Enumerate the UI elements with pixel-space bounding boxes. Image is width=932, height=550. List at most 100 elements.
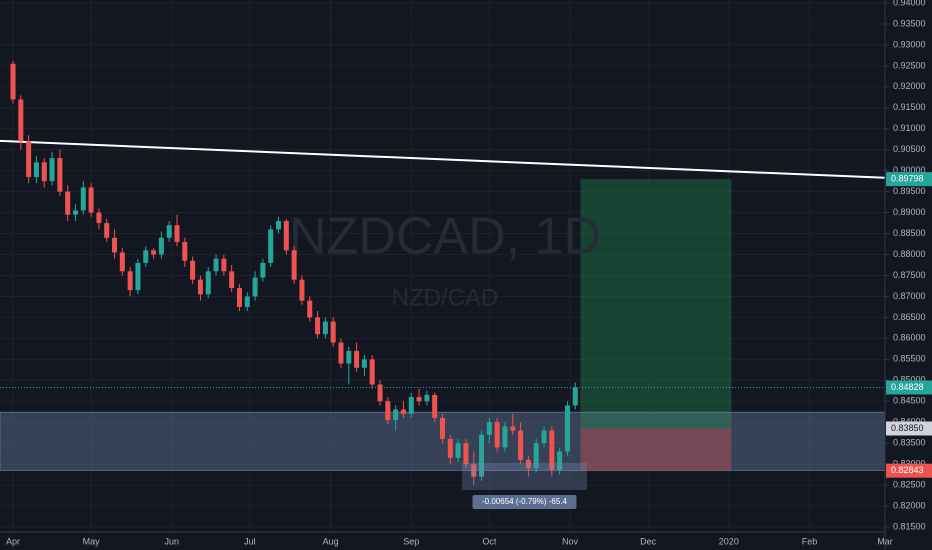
candle-body [158,237,164,255]
y-tick-label: 0.89000 [893,207,926,217]
y-tick-label: 0.83500 [893,438,926,448]
candle-body [299,279,305,301]
candle-body [252,277,258,297]
candle-body [119,252,125,272]
x-tick-label: Nov [562,536,579,546]
y-tick-label: 0.90500 [893,144,926,154]
price-tag [886,172,932,187]
watermark: NZDCAD, 1D [289,208,601,266]
x-tick-label: Oct [482,536,497,546]
candle-body [244,296,250,307]
y-tick-label: 0.91000 [893,123,926,133]
y-tick-label: 0.90000 [893,165,926,175]
y-tick-label: 0.81500 [893,521,926,531]
candle-body [510,426,516,431]
candle-body [525,459,531,469]
candle-body [10,63,16,100]
measure-label: -0.00654 (-0.79%) -65.4 [482,497,567,506]
candle-body [57,158,63,192]
candle-body [424,394,430,402]
candle-body [307,300,313,318]
x-tick-label: Mar [877,536,893,546]
candle-body [143,250,149,263]
candle-body [549,430,555,471]
candle-body [322,321,328,335]
candle-body [104,223,110,238]
candle-body [533,443,539,469]
price-tag [886,421,932,436]
y-tick-label: 0.85000 [893,375,926,385]
measure-box [462,462,587,491]
candle-body [174,225,180,242]
y-tick-label: 0.84500 [893,396,926,406]
candle-body [291,250,297,280]
candle-body [479,434,485,477]
y-tick-label: 0.93000 [893,39,926,49]
candle-body [268,229,274,263]
candle-body [260,262,266,278]
y-tick-label: 0.91500 [893,102,926,112]
candle-body [494,422,500,448]
candle-body [229,271,235,289]
candle-body [486,422,492,435]
candle-body [96,212,102,224]
candle-body [190,260,196,280]
candle-body [541,430,547,444]
candle-body [283,220,289,251]
candle-body [518,430,524,460]
candle-body [447,438,453,458]
candle-body [49,158,55,182]
price-tag-label: 0.84828 [891,382,924,392]
candle-body [33,162,39,177]
candle-body [369,359,375,385]
price-tag [886,463,932,478]
candle-body [432,394,438,419]
y-tick-label: 0.92000 [893,81,926,91]
candle-body [502,426,508,448]
candle-body [361,359,367,368]
candle-body [221,258,227,272]
candle-body [151,250,157,255]
measure-label-bg [472,495,577,509]
price-tag-label: 0.83850 [891,423,924,433]
candle-body [65,191,71,215]
y-tick-label: 0.89500 [893,186,926,196]
candle-body [127,271,133,291]
y-tick-label: 0.86000 [893,333,926,343]
candle-body [88,187,94,213]
candle-body [182,241,188,261]
candle-body [112,237,118,253]
x-tick-label: Dec [640,536,657,546]
candle-body [572,387,578,406]
candle-body [166,225,172,238]
price-tag-label: 0.82843 [891,465,924,475]
y-tick-label: 0.82000 [893,500,926,510]
candle-body [463,443,469,465]
candle-body [557,451,563,471]
target-area [580,179,732,429]
y-tick-label: 0.85500 [893,354,926,364]
y-tick-label: 0.88000 [893,249,926,259]
y-tick-label: 0.86500 [893,312,926,322]
candle-body [377,384,383,402]
candle-body [276,220,282,230]
candle-body [564,405,570,452]
candle-body [400,409,406,414]
x-tick-label: May [83,536,101,546]
trendline [0,139,886,179]
candle-body [135,262,141,291]
y-tick-label: 0.87000 [893,291,926,301]
candle-body [455,443,461,458]
candle-body [315,317,321,335]
x-tick-label: Aug [323,536,339,546]
y-tick-label: 0.92500 [893,60,926,70]
x-tick-label: Feb [802,536,818,546]
candle-body [80,187,86,211]
y-tick-label: 0.82500 [893,479,926,489]
y-tick-label: 0.93500 [893,18,926,28]
candle-body [213,258,219,272]
candle-body [197,279,203,295]
candle-body [72,210,78,215]
candle-body [385,401,391,421]
